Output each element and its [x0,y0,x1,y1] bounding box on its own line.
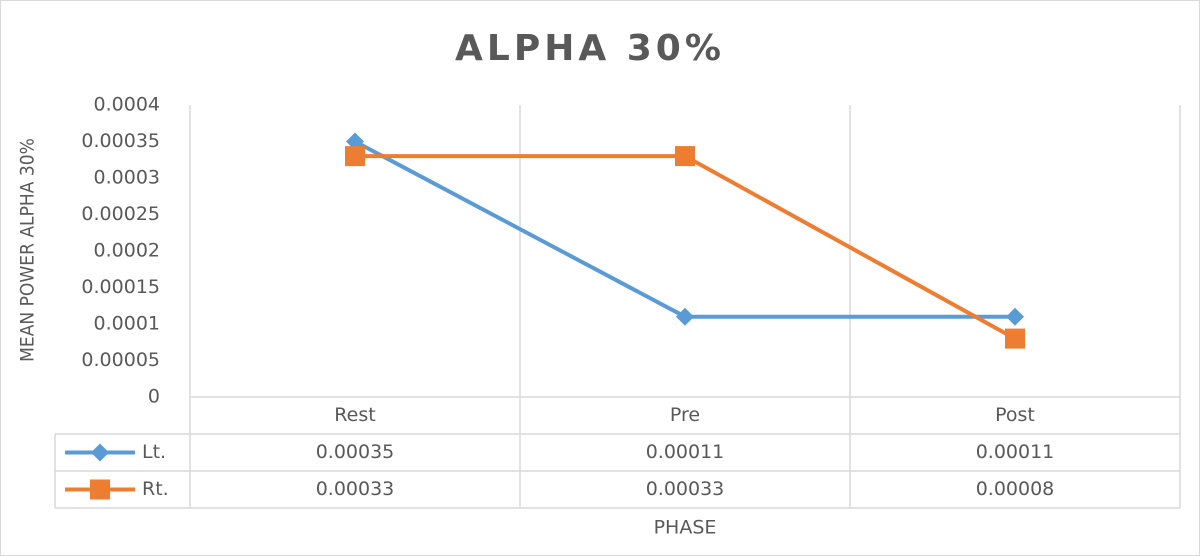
data-point [1005,328,1025,349]
data-point [676,307,694,326]
y-tick-label: 0.0003 [94,167,160,189]
chart-title: ALPHA 30% [455,28,725,69]
table-value: 0.00035 [316,441,395,463]
y-tick-label: 0.00005 [81,349,160,371]
x-axis-title: PHASE [654,517,717,539]
y-tick-label: 0.0002 [94,240,160,262]
legend-label: Lt. [142,441,166,463]
table-value: 0.00011 [646,441,725,463]
legend-marker [91,443,109,462]
legend-marker [90,479,110,500]
table-value: 0.00033 [646,478,725,500]
table-value: 0.00011 [976,441,1055,463]
y-axis-title: MEAN POWER ALPHA 30% [17,138,39,362]
y-tick-label: 0.00035 [81,130,160,152]
y-tick-label: 0.00025 [81,203,160,225]
x-tick-label: Rest [334,404,375,426]
y-tick-label: 0.0004 [94,94,160,116]
x-tick-label: Post [995,404,1035,426]
y-tick-label: 0 [148,386,160,408]
y-tick-label: 0.00015 [81,276,160,298]
table-value: 0.00008 [976,478,1055,500]
data-point [345,146,365,167]
data-point [346,132,364,151]
x-tick-label: Pre [670,404,700,426]
table-value: 0.00033 [316,478,395,500]
legend-label: Rt. [142,478,169,500]
y-tick-label: 0.0001 [94,313,160,335]
data-point [675,146,695,167]
data-point [1006,307,1024,326]
